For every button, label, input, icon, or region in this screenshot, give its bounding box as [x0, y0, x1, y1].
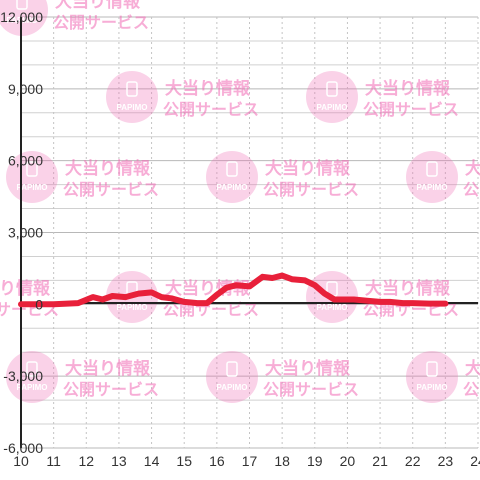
papimo-logo-text: PAPIMO	[317, 303, 348, 312]
watermark-line2: 公開サービス	[263, 181, 359, 199]
watermark-line1: 大当り情報	[465, 358, 480, 378]
x-tick-label: 21	[372, 453, 388, 469]
x-tick-label: 17	[242, 453, 258, 469]
papimo-logo-text: PAPIMO	[417, 383, 448, 392]
watermark-line2: 公開サービス	[163, 301, 259, 319]
papimo-logo	[6, 351, 58, 403]
x-tick-label: 14	[144, 453, 160, 469]
watermark-line2: 公開サービス	[163, 101, 259, 119]
watermark-line1: 大当り情報	[165, 278, 251, 298]
watermark-line1: 大当り情報	[365, 278, 451, 298]
y-tick-label: 3,000	[8, 225, 43, 241]
watermark-line2: 公開サービス	[53, 14, 149, 32]
watermark-line1: 大当り情報	[65, 358, 151, 378]
x-tick-label: 20	[340, 453, 356, 469]
papimo-logo-text: PAPIMO	[217, 183, 248, 192]
watermark-line1: 大当り情報	[65, 158, 151, 178]
watermark-line2: 公開サービス	[463, 181, 480, 199]
phone-icon	[426, 361, 438, 377]
tick-labels: -6,000 -3,000 0 3,000 6,000 9,000 12,000 10 11 12…	[0, 9, 480, 469]
watermark-line2: 公開サービス	[63, 381, 159, 399]
watermark-line1: 大当り情報	[265, 358, 351, 378]
papimo-logo	[406, 351, 458, 403]
papimo-logo	[106, 71, 158, 123]
x-tick-label: 24	[470, 453, 480, 469]
series-line	[18, 272, 449, 308]
y-tick-label: 9,000	[8, 81, 43, 97]
watermark-layer: PAPIMO大当り情報公開サービスPAPIMO大当り情報公開サービスPAPIMO…	[0, 0, 480, 403]
x-tick-label: 11	[46, 453, 61, 469]
y-tick-label: -3,000	[3, 368, 43, 384]
watermark-line2: 公開サービス	[363, 101, 459, 119]
grid	[20, 16, 479, 449]
x-tick-label: 16	[209, 453, 225, 469]
papimo-logo	[306, 71, 358, 123]
phone-icon	[226, 161, 238, 177]
watermark-line1: 大当り情報	[165, 78, 251, 98]
papimo-logo-text: PAPIMO	[317, 103, 348, 112]
watermark-line1: 大当り情報	[465, 158, 480, 178]
y-tick-label: 6,000	[8, 153, 43, 169]
papimo-logo-text: PAPIMO	[117, 103, 148, 112]
papimo-logo	[206, 351, 258, 403]
watermark-line1: 大当り情報	[265, 158, 351, 178]
papimo-logo-text: PAPIMO	[117, 303, 148, 312]
papimo-logo-text: PAPIMO	[17, 383, 48, 392]
x-tick-label: 13	[111, 453, 127, 469]
x-tick-label: 23	[438, 453, 454, 469]
phone-icon	[426, 161, 438, 177]
phone-icon	[126, 81, 138, 97]
x-tick-label: 12	[78, 453, 94, 469]
y-tick-label: -6,000	[3, 440, 43, 456]
papimo-logo	[406, 151, 458, 203]
phone-icon	[326, 81, 338, 97]
papimo-logo	[0, 0, 48, 36]
phone-icon	[16, 0, 28, 10]
watermark-line2: 公開サービス	[463, 381, 480, 399]
papimo-logo-text: PAPIMO	[17, 183, 48, 192]
papimo-logo-text: PAPIMO	[217, 383, 248, 392]
y-tick-label: 0	[35, 296, 43, 312]
papimo-logo	[206, 151, 258, 203]
watermark-line2: 公開サービス	[263, 381, 359, 399]
y-tick-label: 12,000	[0, 9, 43, 25]
watermark-line1: 大当り情報	[55, 0, 141, 11]
series-layer	[18, 272, 449, 308]
x-tick-label: 10	[13, 453, 29, 469]
watermark-line2: 公開サービス	[63, 181, 159, 199]
x-tick-label: 19	[307, 453, 323, 469]
x-tick-label: 22	[405, 453, 421, 469]
phone-icon	[226, 361, 238, 377]
watermark-line1: 大当り情報	[0, 278, 51, 298]
x-tick-label: 15	[176, 453, 192, 469]
phone-icon	[26, 161, 38, 177]
x-tick-label: 18	[274, 453, 290, 469]
papimo-logo-text: PAPIMO	[417, 183, 448, 192]
papimo-logo	[6, 151, 58, 203]
phone-icon	[26, 361, 38, 377]
watermark-line1: 大当り情報	[365, 78, 451, 98]
